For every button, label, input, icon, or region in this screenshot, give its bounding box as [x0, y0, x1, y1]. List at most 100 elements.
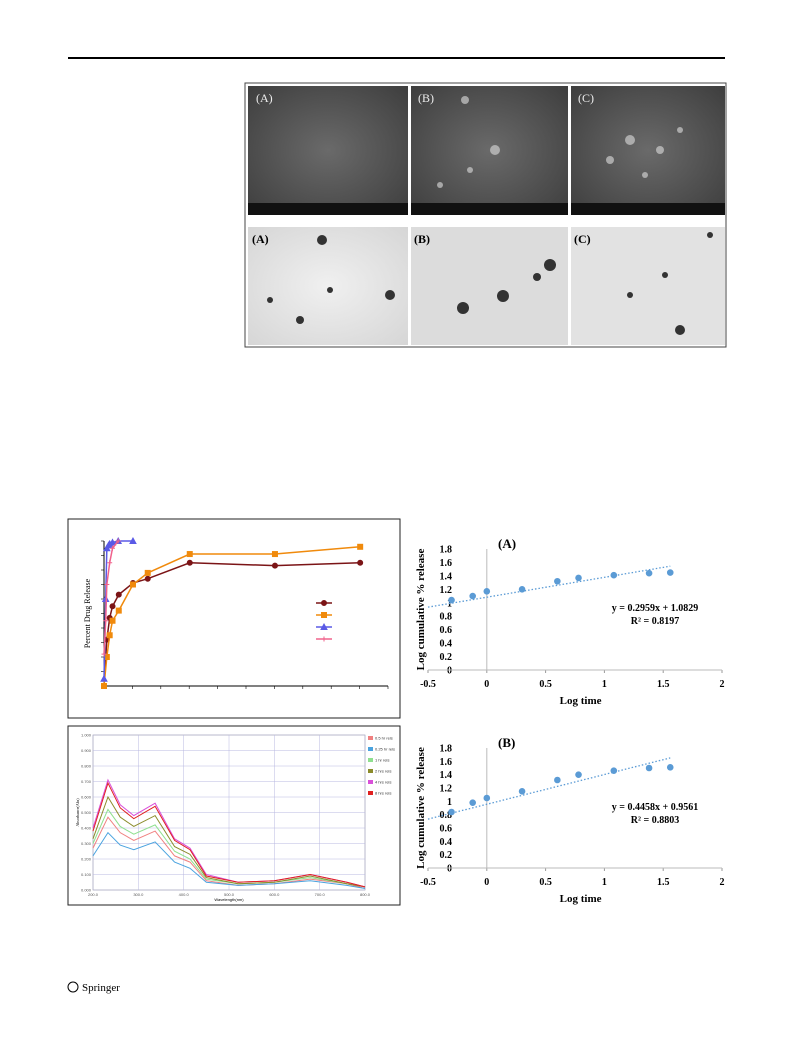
- footer: Springer: [67, 981, 120, 994]
- x-tick-label: -0.5: [420, 679, 436, 690]
- trend-r2: R² = 0.8197: [631, 616, 679, 627]
- series-line: [92, 781, 366, 888]
- y-tick-label: 0.8: [440, 612, 453, 623]
- y-tick-label: 0.8: [440, 810, 453, 821]
- chart-frame: [67, 518, 401, 719]
- panel-label: (A): [498, 536, 516, 551]
- data-point: [610, 571, 618, 579]
- legend-marker: [321, 612, 327, 618]
- y-tick-label: 1.6: [440, 757, 453, 768]
- sem-image: [411, 86, 568, 215]
- marker: [101, 651, 107, 657]
- y-tick-label: 0.4: [440, 837, 453, 848]
- legend-swatch: [368, 736, 373, 740]
- data-point: [518, 586, 526, 593]
- marker: [101, 683, 107, 689]
- legend-marker: [320, 622, 328, 630]
- x-tick-label: 300.0: [133, 892, 144, 897]
- x-tick-label: 2: [720, 679, 725, 690]
- x-tick-label: 2: [720, 877, 725, 888]
- x-tick-label: 200.0: [88, 892, 99, 897]
- legend-label: 0.5 hr rels: [375, 736, 393, 741]
- y-tick-label: 0.6: [440, 824, 453, 835]
- marker: [186, 551, 193, 558]
- marker: [100, 674, 108, 682]
- y-tick-label: 0.400: [81, 826, 92, 831]
- marker: [144, 569, 151, 576]
- legend-swatch: [368, 791, 373, 795]
- y-tick-label: 1.8: [440, 744, 453, 755]
- x-tick-label: 800.0: [360, 892, 371, 897]
- data-point: [575, 574, 582, 582]
- marker: [115, 607, 122, 614]
- series-line: [103, 546, 361, 687]
- y-tick-label: 0.200: [81, 857, 92, 862]
- data-point: [448, 596, 455, 604]
- data-point: [666, 764, 674, 771]
- x-tick-label: 0.5: [539, 679, 552, 690]
- x-tick-label: 700.0: [315, 892, 326, 897]
- panel-label: (A): [256, 91, 273, 105]
- y-axis-label: Log cumulative % release: [415, 747, 427, 869]
- publisher: Springer: [82, 982, 120, 994]
- x-tick-label: 0: [484, 877, 489, 888]
- springer-logo: [67, 981, 79, 993]
- data-point: [483, 794, 491, 802]
- series-line: [92, 808, 366, 888]
- marker: [108, 538, 117, 546]
- y-tick-label: 0.100: [81, 872, 92, 877]
- data-point: [469, 592, 476, 600]
- legend-marker: [321, 636, 327, 642]
- y-axis-label: Absorbance(Abs): [75, 798, 80, 827]
- legend-label: 2 hrs rels: [375, 769, 391, 774]
- legend-label: 0.25 hr rels: [375, 747, 395, 752]
- y-tick-label: 0.6: [440, 625, 453, 636]
- marker: [186, 559, 193, 566]
- sem-row: (A) (B) (C): [248, 86, 725, 215]
- data-point: [554, 776, 561, 784]
- legend-swatch: [368, 758, 373, 762]
- marker: [103, 618, 109, 624]
- marker: [106, 632, 113, 639]
- y-tick-label: 0.700: [81, 779, 92, 784]
- x-tick-label: 1: [602, 877, 607, 888]
- series-line: [92, 831, 366, 889]
- trend-equation: y = 0.4458x + 0.9561: [612, 802, 698, 813]
- series-line: [103, 540, 119, 655]
- marker: [144, 575, 151, 582]
- series-line: [92, 795, 366, 888]
- y-tick-label: 0: [447, 864, 452, 875]
- legend-swatch: [368, 769, 373, 773]
- sem-info-bar: [571, 203, 725, 215]
- x-tick-label: 0.5: [539, 877, 552, 888]
- y-tick-label: 0.4: [440, 639, 453, 650]
- sem-info-bar: [411, 203, 568, 215]
- y-tick-label: 1.4: [440, 571, 453, 582]
- sem-image: [571, 86, 725, 215]
- legend-label: 8 hrs rels: [375, 791, 391, 796]
- data-point: [575, 771, 582, 778]
- y-tick-label: 0.000: [81, 888, 92, 893]
- y-tick-label: 1.2: [440, 585, 453, 596]
- x-tick-label: 600.0: [269, 892, 280, 897]
- y-tick-label: 1.2: [440, 784, 453, 795]
- x-axis-label: Wavelength(nm): [214, 897, 244, 902]
- tem-particles: [267, 232, 713, 335]
- y-tick-label: 1.4: [440, 770, 453, 781]
- x-tick-label: 0: [484, 679, 489, 690]
- y-axis-label: Log cumulative % release: [415, 549, 427, 671]
- marker: [115, 538, 121, 544]
- marker: [104, 582, 110, 587]
- data-point: [469, 799, 476, 806]
- data-point: [554, 577, 561, 585]
- data-point: [483, 588, 491, 595]
- legend-marker: [321, 600, 327, 606]
- figure-frame: [244, 82, 727, 348]
- x-tick-label: 400.0: [179, 892, 190, 897]
- data-point: [518, 788, 526, 795]
- y-tick-label: 0.500: [81, 810, 92, 815]
- y-tick-label: 1.000: [81, 733, 92, 738]
- tem-image: [571, 227, 725, 345]
- panel-label: (B): [418, 91, 434, 105]
